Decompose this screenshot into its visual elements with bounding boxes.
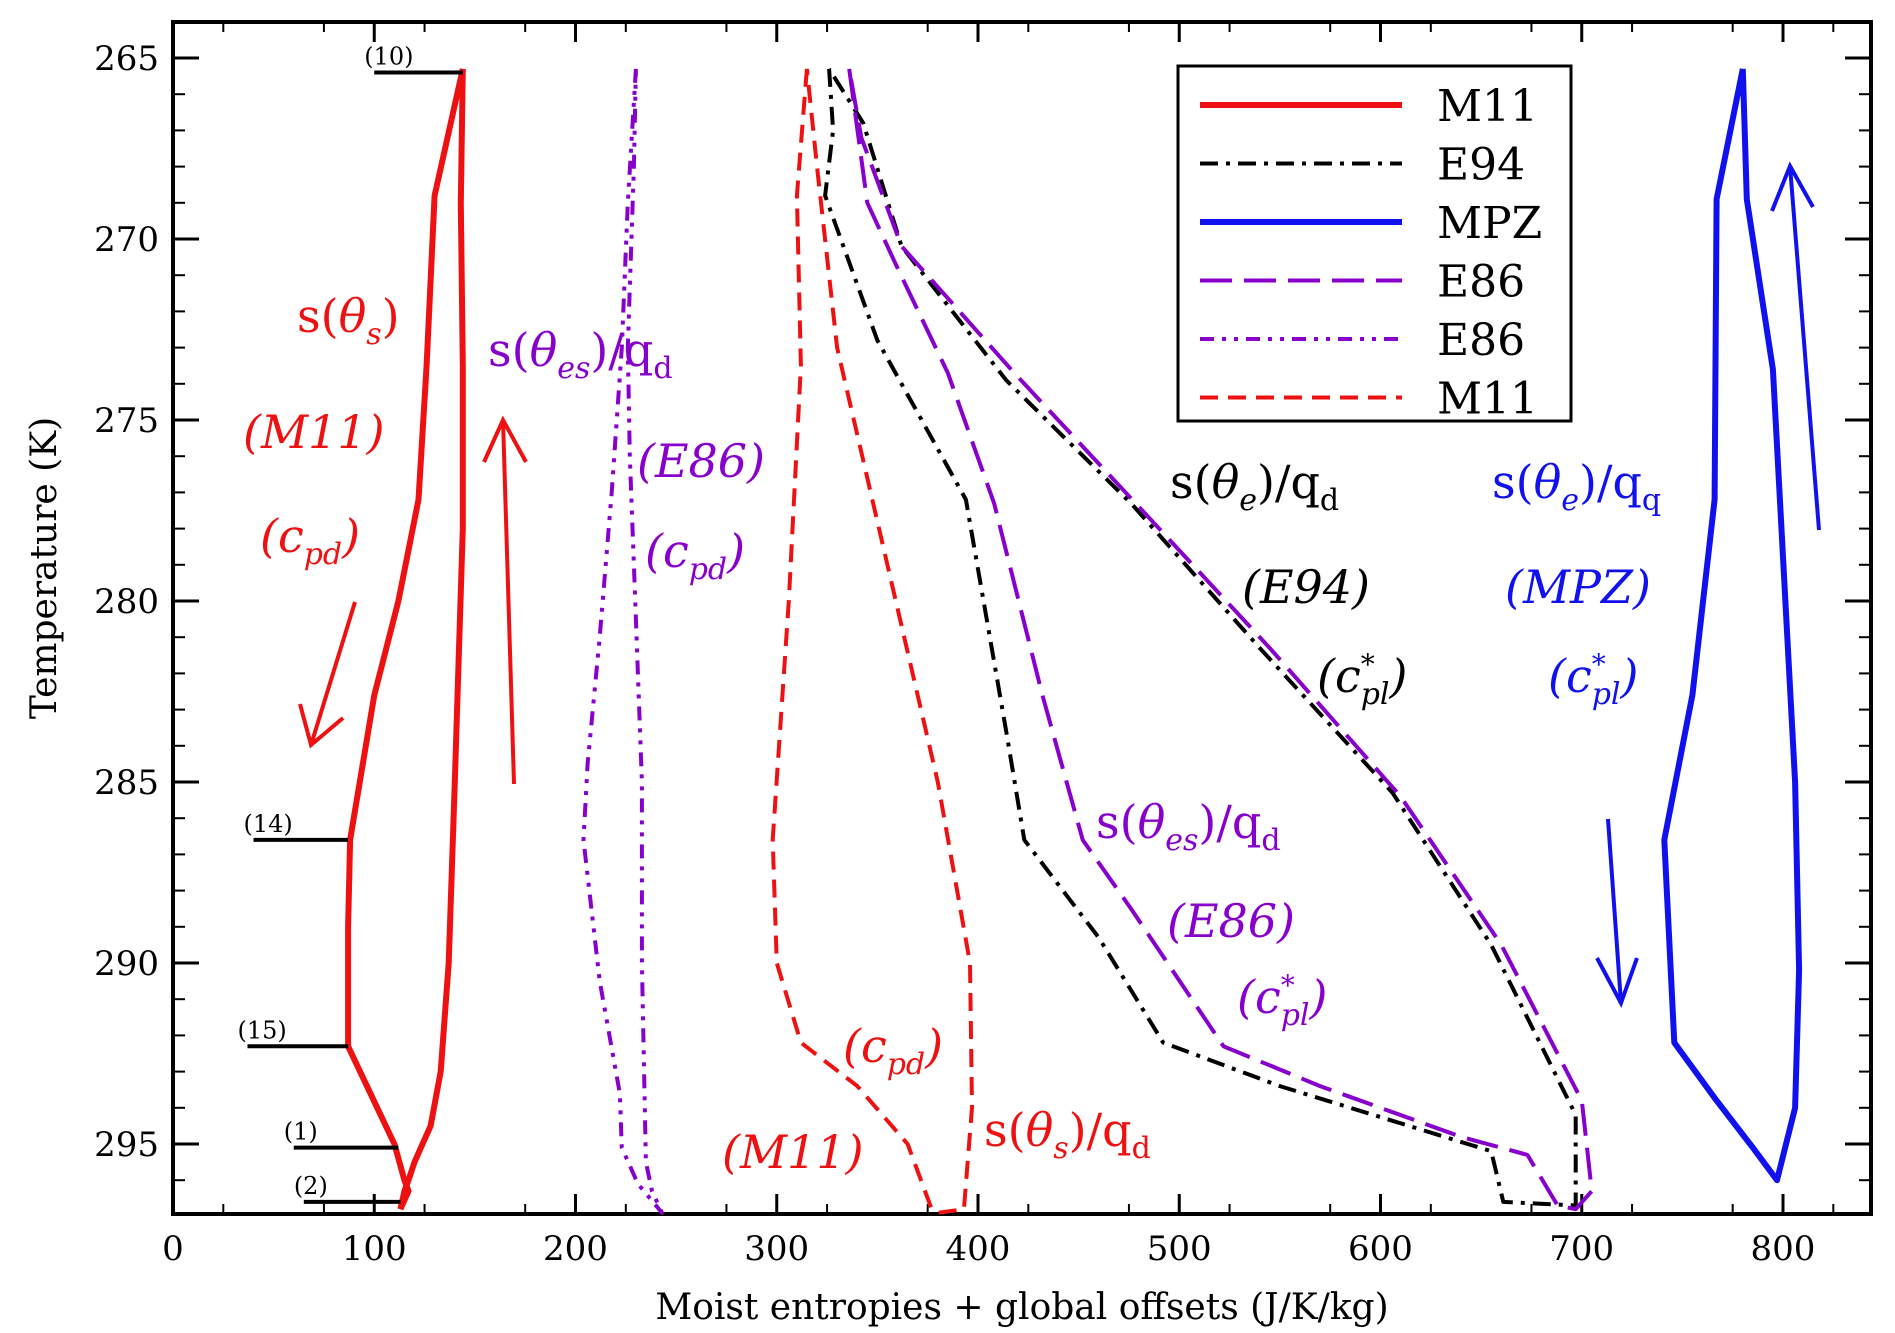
plot-frame — [171, 20, 1873, 1216]
svg-text:(c*pl): (c* pl) — [1237, 969, 1327, 1033]
legend-label: E94 — [1437, 140, 1525, 191]
level-marker-label: (1) — [284, 1118, 318, 1146]
y-tick-label: 270 — [94, 220, 159, 260]
series-line — [581, 68, 664, 1215]
level-marker-label: (14) — [244, 810, 293, 838]
annotation-e94: s(θe)/qd (E94) (c* pl) — [1170, 455, 1407, 712]
annotation-mpz: s(θe)/qq (MPZ) (c* pl) — [1492, 455, 1661, 712]
x-tick-label: 100 — [342, 1229, 407, 1269]
x-tick-label: 800 — [1751, 1229, 1816, 1269]
svg-text:s(θe)/qq: s(θe)/qq — [1492, 455, 1661, 518]
svg-text:s(θe)/qd: s(θe)/qd — [1170, 455, 1339, 518]
legend-label: M11 — [1437, 374, 1538, 425]
svg-text:(E86): (E86) — [637, 434, 765, 488]
x-tick-label: 500 — [1147, 1229, 1212, 1269]
svg-text:s(θes)/qd: s(θes)/qd — [488, 323, 673, 386]
series-layer — [345, 67, 1803, 1215]
annotation-e86-dashdotdot: s(θes)/qd (E86) (cpd) — [488, 323, 765, 587]
legend-label: M11 — [1437, 81, 1538, 132]
series-line — [1661, 68, 1803, 1184]
legend-box — [1176, 64, 1573, 423]
annotation-e86-dash: s(θes)/qd (E86) (c* pl) — [1096, 795, 1327, 1033]
svg-text:(MPZ): (MPZ) — [1505, 560, 1651, 614]
annotation-m11-dashed: (cpd) (M11) s(θs)/qd — [722, 1019, 1151, 1179]
svg-text:s(θs): s(θs) — [297, 289, 400, 352]
y-tick-label: 285 — [94, 763, 159, 803]
arrow-m11-down — [298, 601, 357, 749]
series-line — [397, 68, 466, 1210]
svg-text:(cpd): (cpd) — [645, 524, 745, 587]
series-line — [345, 68, 466, 1211]
arrow-mpz-down — [1595, 818, 1639, 1008]
x-axis-title: Moist entropies + global offsets (J/K/kg… — [655, 1287, 1388, 1328]
x-tick-label: 700 — [1549, 1229, 1614, 1269]
y-axis-title: Temperature (K) — [24, 417, 65, 719]
y-tick-label: 265 — [94, 39, 159, 79]
svg-text:(M11): (M11) — [722, 1125, 864, 1179]
axis-ticks: 0 100 200 300 400 500 600 700 800 265 270 275 280 285… — [94, 22, 1871, 1269]
level-marker-label: (10) — [364, 42, 413, 70]
y-tick-label: 295 — [94, 1125, 159, 1165]
svg-text:(c*pl): (c* pl) — [1548, 648, 1638, 712]
svg-text:(E94): (E94) — [1242, 560, 1370, 614]
legend-label: E86 — [1437, 257, 1525, 308]
series-line — [847, 68, 1594, 1212]
x-tick-label: 200 — [543, 1229, 608, 1269]
svg-text:(c*pl): (c* pl) — [1317, 648, 1407, 712]
series-line — [770, 68, 974, 1215]
arrow-m11-up — [482, 415, 528, 785]
arrow-mpz-up — [1770, 161, 1821, 531]
level-marker-label: (2) — [294, 1172, 328, 1200]
x-tick-label: 300 — [744, 1229, 809, 1269]
svg-text:s(θs)/qd: s(θs)/qd — [984, 1103, 1151, 1166]
svg-text:s(θes)/qd: s(θes)/qd — [1096, 795, 1281, 858]
annotation-m11-solid: s(θs) (M11) (cpd) — [243, 289, 400, 572]
legend-label: E86 — [1437, 315, 1525, 366]
svg-text:(E86): (E86) — [1167, 894, 1295, 948]
y-tick-label: 275 — [94, 401, 159, 441]
legend-label: MPZ — [1437, 198, 1542, 249]
annotations: s(θs) (M11) (cpd) s(θes)/qd (E86) (cpd) … — [243, 289, 1661, 1179]
legend: M11 E94 MPZ E86 E86 M11 — [1176, 64, 1573, 425]
x-tick-label: 400 — [946, 1229, 1011, 1269]
level-markers: (10) (14) (15) (1) (2) — [237, 42, 463, 1204]
level-marker-label: (15) — [237, 1016, 286, 1044]
x-tick-label: 600 — [1348, 1229, 1413, 1269]
y-tick-label: 280 — [94, 582, 159, 622]
arrows — [298, 161, 1821, 1008]
svg-text:(M11): (M11) — [243, 405, 385, 459]
x-tick-label: 0 — [162, 1229, 184, 1269]
svg-text:(cpd): (cpd) — [260, 509, 360, 572]
svg-text:(cpd): (cpd) — [843, 1019, 943, 1082]
y-tick-label: 290 — [94, 944, 159, 984]
